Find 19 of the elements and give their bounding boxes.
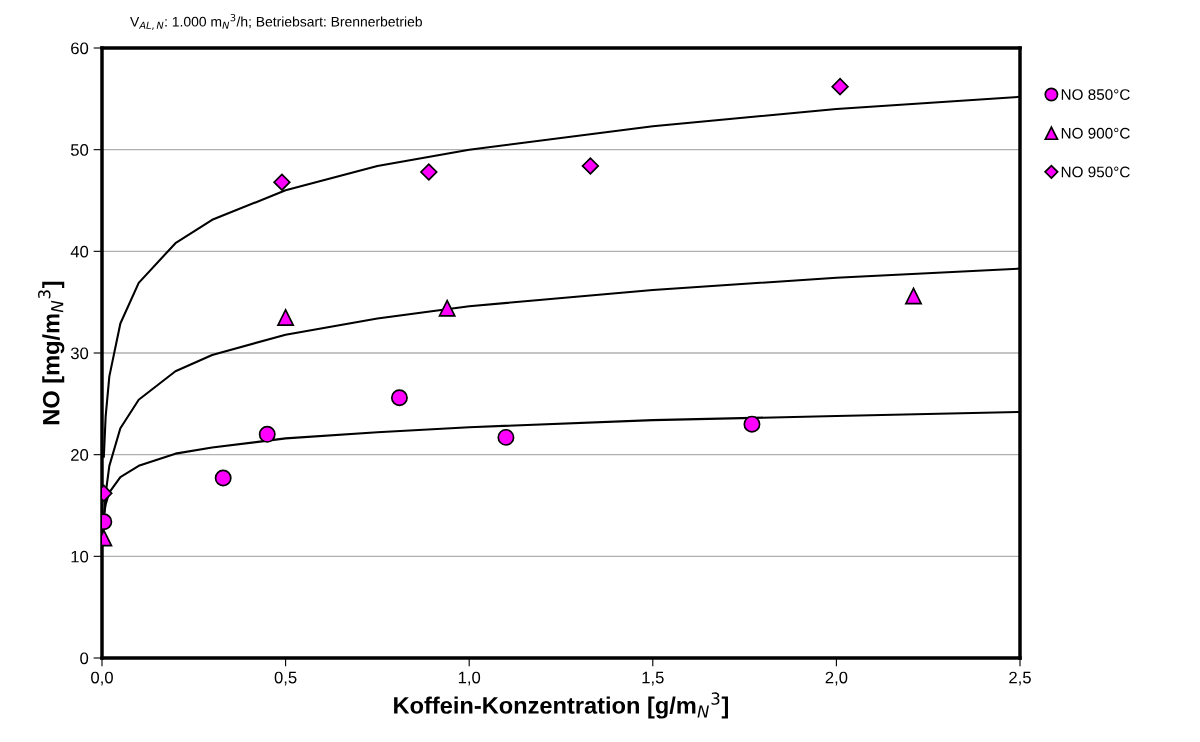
y-tick-label: 50 (70, 144, 89, 156)
y-tick-label: 30 (70, 347, 89, 360)
y-axis-title: NO [mg/m$_{N}$$^{3}$] (38, 281, 65, 425)
x-tick-label: 0,5 (274, 671, 297, 686)
legend-label: NO 900°C (1061, 127, 1130, 139)
y-tick-label: 20 (71, 449, 89, 461)
legend-label: NO 950°C (1061, 166, 1130, 178)
x-tick-label: 1,0 (458, 671, 481, 686)
y-tick-label: 10 (71, 550, 89, 563)
x-tick-label: 1,5 (642, 671, 664, 686)
x-tick-label: 0,0 (91, 671, 113, 686)
y-tick-label: 60 (71, 42, 89, 55)
x-tick-label: 2,0 (825, 671, 848, 686)
y-tick-label: 0 (80, 652, 89, 665)
legend-label: NO 850°C (1061, 89, 1130, 100)
x-tick-label: 2,5 (1009, 671, 1031, 686)
y-tick-label: 40 (70, 245, 89, 258)
chart-subtitle: V$_{AL,N}$: 1.000 m$_{N}$$^{3}$/h; Betriebsart: Brennerbetrieb (130, 13, 422, 30)
x-axis-title: Koffein-Konzentration [g/m$_{N}$$^{3}$] (394, 692, 728, 719)
